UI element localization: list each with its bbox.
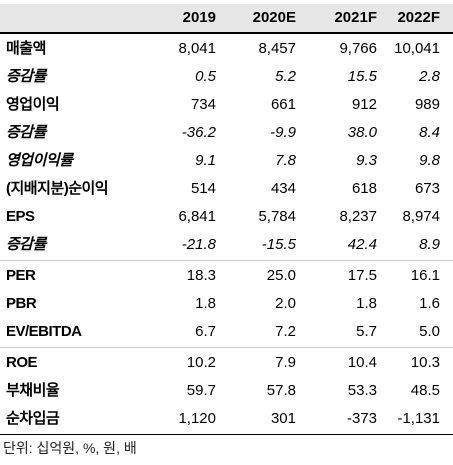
table-cell: 661 (270, 96, 296, 113)
table-row-debt-ratio: 부채비율 59.7 57.8 53.3 48.5 (0, 377, 453, 405)
row-label: EPS (6, 208, 35, 225)
table-row-net-debt: 순차입금 1,120 301 -373 -1,131 (0, 405, 453, 433)
table-cell: 10,041 (394, 40, 440, 57)
table-cell: 10.3 (410, 354, 440, 371)
section-divider (0, 260, 453, 261)
table-row-operating-profit-growth: 증감률 -36.2 -9.9 38.0 8.4 (0, 119, 453, 147)
row-label: 증감률 (6, 68, 46, 85)
table-row-operating-margin: 영업이익률 9.1 7.8 9.3 9.8 (0, 147, 453, 175)
table-cell: 8,457 (258, 40, 296, 57)
table-cell: 2.0 (275, 295, 296, 312)
table-cell: 38.0 (347, 124, 377, 141)
table-cell: 1.8 (195, 295, 216, 312)
table-cell: 734 (190, 96, 216, 113)
table-cell: 25.0 (266, 267, 296, 284)
table-cell: 10.4 (347, 354, 377, 371)
table-cell: 16.1 (410, 267, 440, 284)
table-cell: 301 (270, 410, 296, 427)
table-row-revenue: 매출액 8,041 8,457 9,766 10,041 (0, 35, 453, 63)
table-cell: 514 (190, 180, 216, 197)
table-row-roe: ROE 10.2 7.9 10.4 10.3 (0, 349, 453, 377)
table-cell: 5,784 (258, 208, 296, 225)
row-label: ROE (6, 354, 38, 371)
row-label: EV/EBITDA (6, 323, 82, 340)
table-row-net-income: (지배지분)순이익 514 434 618 673 (0, 175, 453, 203)
row-label: 영업이익 (6, 96, 60, 113)
table-cell: 57.8 (266, 382, 296, 399)
row-label: 부채비율 (6, 382, 60, 399)
table-cell: 15.5 (347, 68, 377, 85)
table-cell: -36.2 (181, 124, 216, 141)
table-cell: 2.8 (419, 68, 440, 85)
table-cell: 8.9 (419, 236, 440, 253)
row-label: 증감률 (6, 124, 46, 141)
table-row-ev-ebitda: EV/EBITDA 6.7 7.2 5.7 5.0 (0, 318, 453, 346)
table-cell: 0.5 (195, 68, 216, 85)
table-cell: 18.3 (186, 267, 216, 284)
row-label: 매출액 (6, 40, 46, 57)
table-cell: 989 (414, 96, 440, 113)
table-cell: 10.2 (186, 354, 216, 371)
table-cell: 1.8 (356, 295, 377, 312)
table-row-pbr: PBR 1.8 2.0 1.8 1.6 (0, 290, 453, 318)
table-cell: -9.9 (270, 124, 296, 141)
table-cell: 912 (351, 96, 377, 113)
row-label: (지배지분)순이익 (6, 180, 109, 197)
table-cell: 7.9 (275, 354, 296, 371)
table-row-operating-profit: 영업이익 734 661 912 989 (0, 91, 453, 119)
table-cell: 9.3 (356, 152, 377, 169)
header-year-2020e: 2020E (252, 9, 296, 26)
table-cell: 8,974 (402, 208, 440, 225)
table-cell: 9.8 (419, 152, 440, 169)
table-cell: 7.2 (275, 323, 296, 340)
row-label: 순차입금 (6, 410, 60, 427)
unit-note: 단위: 십억원, %, 원, 배 (3, 440, 137, 456)
table-cell: 5.0 (419, 323, 440, 340)
table-cell: 618 (351, 180, 377, 197)
table-cell: 1,120 (178, 410, 216, 427)
table-cell: 59.7 (186, 382, 216, 399)
table-cell: 42.4 (347, 236, 377, 253)
table-row-eps-growth: 증감률 -21.8 -15.5 42.4 8.9 (0, 231, 453, 259)
table-cell: 8,041 (178, 40, 216, 57)
header-divider (0, 32, 453, 34)
header-year-2022f: 2022F (397, 9, 440, 26)
table-cell: 434 (270, 180, 296, 197)
table-cell: 9.1 (195, 152, 216, 169)
row-label: PER (6, 267, 36, 284)
header-year-2021f: 2021F (334, 9, 377, 26)
row-label: 영업이익률 (6, 152, 73, 169)
table-cell: 8.4 (419, 124, 440, 141)
table-cell: 6,841 (178, 208, 216, 225)
table-cell: 17.5 (347, 267, 377, 284)
header-year-2019: 2019 (182, 9, 216, 26)
table-cell: 9,766 (339, 40, 377, 57)
row-label: 증감률 (6, 236, 46, 253)
table-cell: 5.7 (356, 323, 377, 340)
table-cell: 1.6 (419, 295, 440, 312)
table-header-row: 2019 2020E 2021F 2022F (0, 4, 453, 32)
table-bottom-border (0, 434, 453, 435)
table-cell: 8,237 (339, 208, 377, 225)
table-row-revenue-growth: 증감률 0.5 5.2 15.5 2.8 (0, 63, 453, 91)
row-label: PBR (6, 295, 37, 312)
table-row-eps: EPS 6,841 5,784 8,237 8,974 (0, 203, 453, 231)
table-cell: 6.7 (195, 323, 216, 340)
table-cell: 7.8 (275, 152, 296, 169)
table-cell: -15.5 (261, 236, 296, 253)
table-cell: -21.8 (181, 236, 216, 253)
table-row-per: PER 18.3 25.0 17.5 16.1 (0, 262, 453, 290)
table-cell: 48.5 (410, 382, 440, 399)
table-cell: 5.2 (275, 68, 296, 85)
table-cell: -373 (346, 410, 377, 427)
table-cell: -1,131 (397, 410, 440, 427)
table-cell: 673 (414, 180, 440, 197)
section-divider (0, 347, 453, 348)
table-cell: 53.3 (347, 382, 377, 399)
